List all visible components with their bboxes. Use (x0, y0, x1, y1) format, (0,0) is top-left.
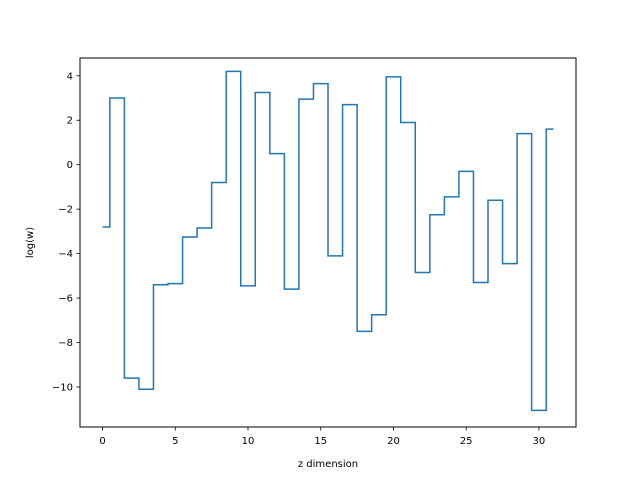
series-line-0 (102, 70, 554, 412)
y-tick-label: −10 (52, 382, 73, 393)
x-tick-label: 10 (242, 436, 255, 447)
y-tick-label: 4 (67, 71, 73, 82)
plot-frame (79, 57, 577, 428)
y-tick-label: −8 (58, 338, 73, 349)
x-tick-label: 15 (314, 436, 327, 447)
y-tick-label: 2 (67, 116, 73, 127)
x-tick-label: 5 (172, 436, 178, 447)
y-tick-label: 0 (67, 160, 73, 171)
x-axis-label: z dimension (298, 459, 358, 470)
x-tick-label: 20 (387, 436, 400, 447)
x-tick-label: 30 (533, 436, 546, 447)
x-tick-label: 25 (460, 436, 473, 447)
x-tick-label: 0 (99, 436, 105, 447)
y-ticks: −10 −8 −6 −4 −2 0 2 4 (52, 71, 80, 393)
y-tick-label: −2 (58, 205, 73, 216)
y-tick-label: −4 (58, 249, 73, 260)
x-ticks: 0 5 10 15 20 25 30 (99, 427, 545, 447)
y-tick-label: −6 (58, 294, 73, 305)
y-axis-label: log(w) (25, 227, 36, 258)
series-layer (102, 70, 554, 412)
